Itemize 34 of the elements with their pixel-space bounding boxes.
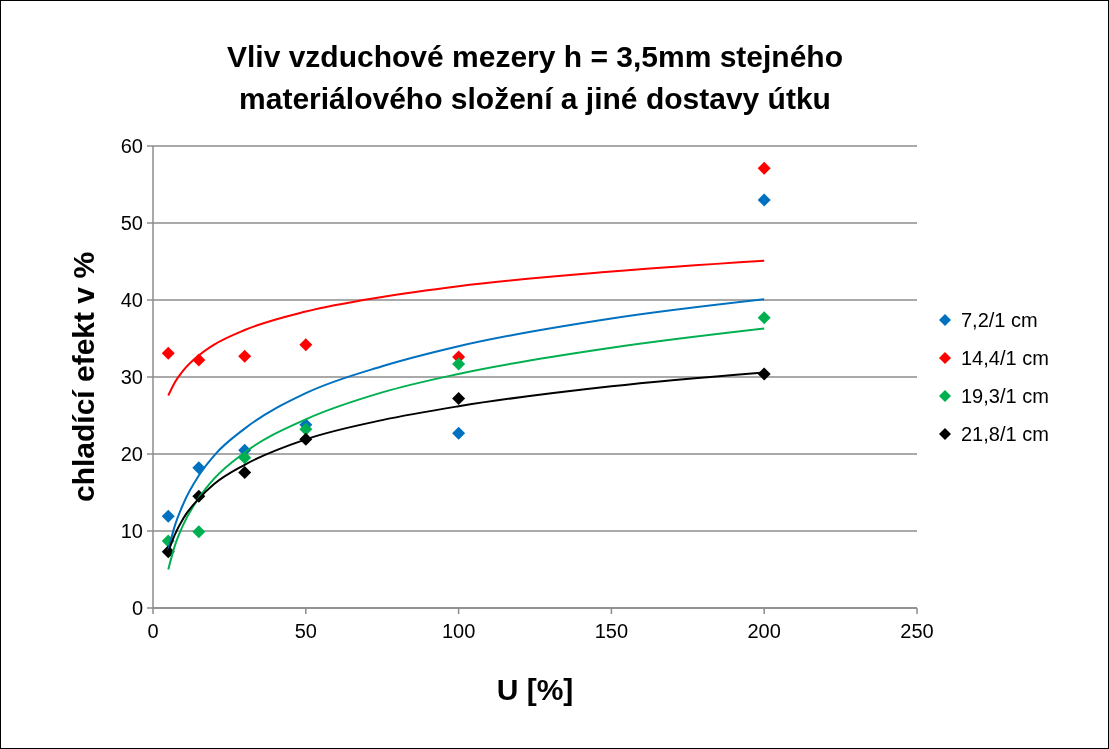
x-axis-title: U [%] xyxy=(496,673,574,706)
point xyxy=(452,392,466,406)
x-tick-label: 200 xyxy=(747,620,781,642)
x-tick-label: 150 xyxy=(594,620,629,642)
line-series xyxy=(167,259,766,397)
y-tick-label: 10 xyxy=(120,520,143,542)
y-tick-label: 40 xyxy=(120,289,143,311)
legend-label: 14,4/1 cm xyxy=(961,347,1049,369)
point xyxy=(757,193,771,207)
y-tick-label: 60 xyxy=(120,135,143,157)
point xyxy=(757,311,771,325)
point xyxy=(192,525,206,539)
point xyxy=(238,349,252,363)
y-axis-title: chladící efekt v % xyxy=(67,251,100,503)
x-tick-label: 100 xyxy=(441,620,476,642)
point xyxy=(452,357,466,371)
x-tick-label: 50 xyxy=(294,620,317,642)
x-tick-label: 250 xyxy=(900,620,934,642)
legend-label: 7,2/1 cm xyxy=(961,309,1038,331)
legend-label: 21,8/1 cm xyxy=(961,423,1049,445)
point xyxy=(238,465,252,479)
point xyxy=(161,509,175,523)
point xyxy=(299,338,313,352)
legend-label: 19,3/1 cm xyxy=(961,385,1049,407)
chart-title: Vliv vzduchové mezery h = 3,5mm stejného materiálového složení a jiné dostavy útku xyxy=(226,40,844,115)
y-tick-label: 50 xyxy=(120,212,143,234)
point xyxy=(299,422,313,436)
y-tick-label: 0 xyxy=(131,597,143,619)
y-tick-label: 30 xyxy=(120,366,143,388)
x-tick-label: 0 xyxy=(147,620,159,642)
point xyxy=(161,346,175,360)
point xyxy=(452,426,466,440)
y-tick-label: 20 xyxy=(120,443,143,465)
point xyxy=(757,161,771,175)
